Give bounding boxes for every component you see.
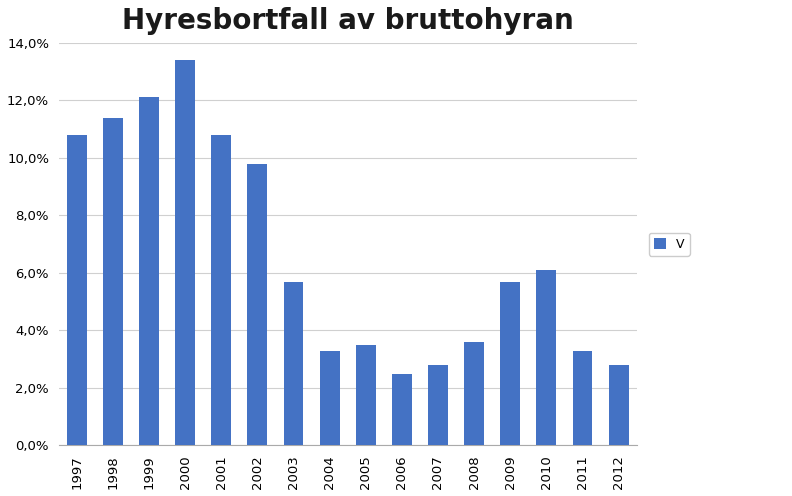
Bar bbox=[573, 351, 592, 445]
Bar bbox=[284, 282, 303, 445]
Bar bbox=[67, 135, 87, 445]
Bar bbox=[464, 342, 484, 445]
Bar bbox=[501, 282, 520, 445]
Bar bbox=[428, 365, 448, 445]
Bar bbox=[320, 351, 340, 445]
Bar bbox=[175, 60, 195, 445]
Bar bbox=[139, 98, 159, 445]
Bar bbox=[608, 365, 629, 445]
Title: Hyresbortfall av bruttohyran: Hyresbortfall av bruttohyran bbox=[122, 7, 573, 35]
Bar bbox=[356, 345, 375, 445]
Bar bbox=[536, 270, 556, 445]
Bar bbox=[247, 164, 268, 445]
Bar bbox=[392, 373, 412, 445]
Bar bbox=[211, 135, 231, 445]
Legend: V: V bbox=[649, 233, 690, 255]
Bar bbox=[103, 118, 123, 445]
